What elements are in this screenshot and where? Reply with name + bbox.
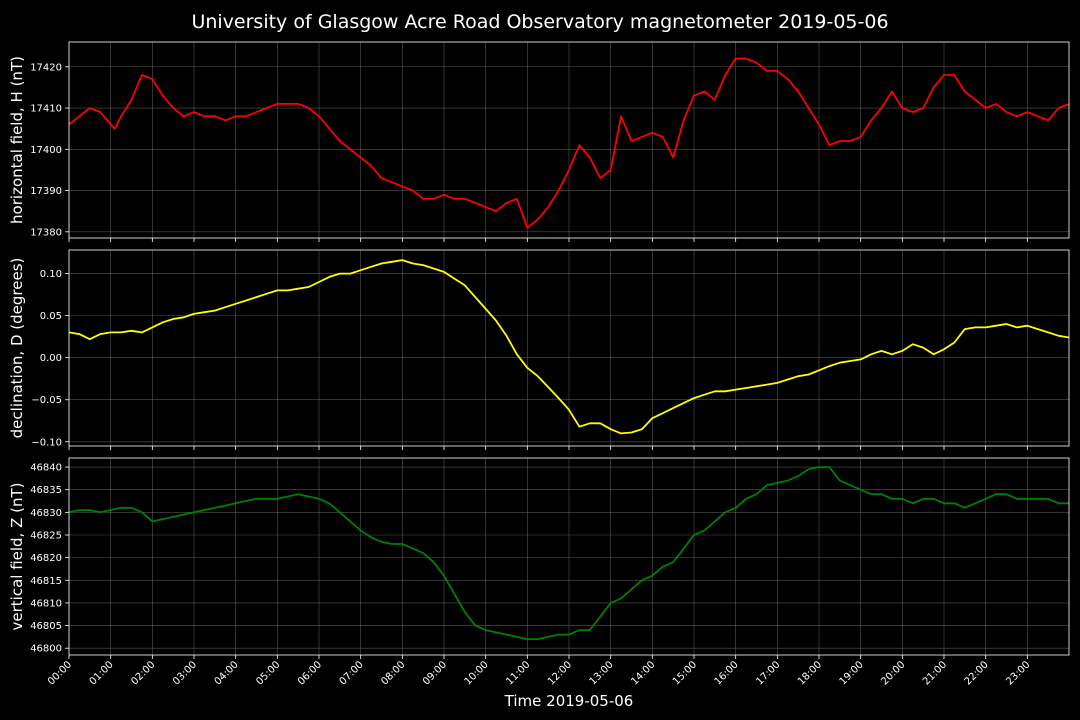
y-tick-label: −0.05 [31, 395, 62, 406]
x-tick-label: 10:00 [463, 659, 491, 687]
panel-horizontal: 17380 17390 17400 17410 17420 horizontal fiel… [8, 41, 1070, 242]
y-tick-label: 17410 [30, 104, 62, 115]
chart-title: University of Glasgow Acre Road Observat… [191, 11, 888, 33]
y-tick-label: 0.00 [40, 353, 62, 364]
y-tick-label: 17400 [30, 145, 62, 156]
x-tick-label: 09:00 [421, 659, 449, 687]
x-tick-label: 17:00 [754, 659, 782, 687]
x-tick-label: 00:00 [46, 659, 74, 687]
x-tick-label: 03:00 [171, 659, 199, 687]
y-tick-label: −0.10 [31, 437, 62, 448]
y-tick-label: 46805 [30, 621, 62, 632]
x-tick-label: 08:00 [379, 659, 407, 687]
x-tick-label: 19:00 [838, 659, 866, 687]
x-tick-label: 11:00 [504, 659, 532, 687]
y-tick-label: 46840 [30, 463, 62, 474]
x-tick-label: 02:00 [129, 659, 157, 687]
x-tick-label: 18:00 [796, 659, 824, 687]
x-tick-label: 05:00 [254, 659, 282, 687]
panels-group: 17380 17390 17400 17410 17420 horizontal fiel… [8, 41, 1070, 688]
x-tick-label: 20:00 [879, 659, 907, 687]
x-tick-label: 15:00 [671, 659, 699, 687]
y-tick-label: 0.05 [40, 311, 62, 322]
series-line-horizontal [68, 57, 1070, 229]
x-tick-label: 06:00 [296, 659, 324, 687]
y-axis-label: vertical field, Z (nT) [8, 482, 26, 630]
y-tick-label: 17420 [30, 62, 62, 73]
plot-frame [68, 41, 1070, 239]
y-tick-label: 46825 [30, 530, 62, 541]
x-tick-label: 21:00 [921, 659, 949, 687]
series-line-declination [68, 259, 1070, 435]
y-tick-label: 17380 [30, 227, 62, 238]
plot-frame [68, 457, 1070, 656]
y-tick-label: 46820 [30, 553, 62, 564]
panel-vertical: 46800 46805 46810 46815 46820 46825 46830 46835… [8, 457, 1070, 688]
x-tick-label: 12:00 [546, 659, 574, 687]
y-tick-label: 46810 [30, 598, 62, 609]
y-tick-label: 46830 [30, 508, 62, 519]
y-tick-label: 0.10 [40, 269, 62, 280]
x-tick-label: 01:00 [88, 659, 116, 687]
x-tick-label: 13:00 [588, 659, 616, 687]
x-tick-label: 14:00 [629, 659, 657, 687]
plot-frame [68, 249, 1070, 447]
y-tick-label: 46815 [30, 576, 62, 587]
x-axis-label: Time 2019-05-06 [504, 692, 634, 710]
series-line-vertical [68, 466, 1069, 640]
y-axis-label: declination, D (degrees) [8, 258, 26, 439]
panel-declination: −0.10 −0.05 0.00 0.05 0.10 declination, D (de… [8, 249, 1070, 450]
x-tick-label: 07:00 [338, 659, 366, 687]
x-tick-label: 23:00 [1004, 659, 1032, 687]
x-tick-label: 16:00 [713, 659, 741, 687]
x-tick-label: 04:00 [213, 659, 241, 687]
y-tick-label: 46800 [30, 644, 62, 655]
y-axis-label: horizontal field, H (nT) [8, 56, 26, 224]
y-tick-label: 17390 [30, 186, 62, 197]
y-tick-label: 46835 [30, 485, 62, 496]
x-tick-label: 22:00 [963, 659, 991, 687]
